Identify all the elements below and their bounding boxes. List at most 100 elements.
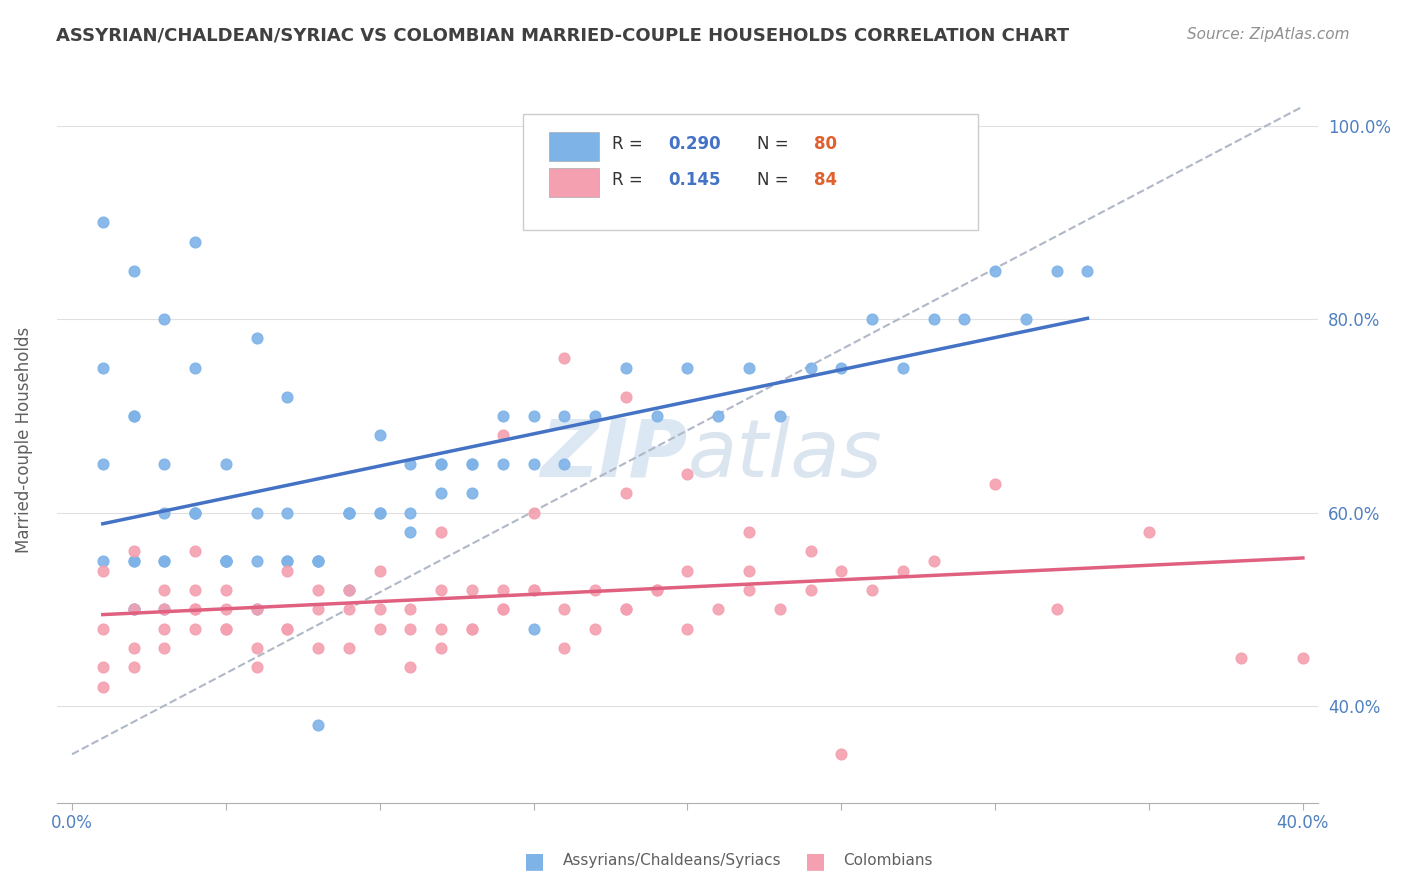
Point: [830, 747, 852, 762]
Point: [953, 312, 976, 326]
Point: [215, 554, 238, 568]
Point: [122, 602, 145, 616]
Point: [215, 457, 238, 471]
Point: [461, 486, 484, 500]
Point: [1015, 312, 1038, 326]
Point: [523, 409, 546, 423]
Text: N =: N =: [756, 171, 794, 189]
Point: [553, 457, 575, 471]
Point: [676, 622, 699, 636]
Point: [307, 554, 329, 568]
Point: [122, 602, 145, 616]
Point: [492, 428, 515, 442]
Point: [122, 264, 145, 278]
Point: [307, 718, 329, 732]
Point: [337, 506, 360, 520]
Point: [492, 457, 515, 471]
Point: [246, 554, 269, 568]
Text: N =: N =: [756, 136, 794, 153]
Point: [707, 602, 730, 616]
Point: [492, 602, 515, 616]
Point: [769, 602, 792, 616]
Point: [523, 582, 546, 597]
Point: [337, 506, 360, 520]
Point: [215, 602, 238, 616]
Point: [184, 506, 207, 520]
Point: [91, 564, 114, 578]
Text: ■: ■: [806, 851, 825, 871]
Text: 0.145: 0.145: [668, 171, 721, 189]
Text: Assyrians/Chaldeans/Syriacs: Assyrians/Chaldeans/Syriacs: [562, 854, 780, 868]
Point: [307, 640, 329, 655]
Point: [984, 264, 1007, 278]
Point: [738, 564, 761, 578]
Point: [122, 409, 145, 423]
Point: [184, 235, 207, 249]
Point: [676, 467, 699, 481]
Point: [860, 582, 883, 597]
Point: [215, 622, 238, 636]
Point: [276, 564, 298, 578]
Point: [769, 409, 792, 423]
Point: [553, 351, 575, 365]
Point: [583, 622, 606, 636]
Point: [153, 602, 176, 616]
Point: [337, 506, 360, 520]
Text: atlas: atlas: [688, 416, 882, 493]
Point: [430, 486, 453, 500]
Point: [153, 506, 176, 520]
Point: [583, 409, 606, 423]
Point: [184, 544, 207, 558]
Text: ASSYRIAN/CHALDEAN/SYRIAC VS COLOMBIAN MARRIED-COUPLE HOUSEHOLDS CORRELATION CHAR: ASSYRIAN/CHALDEAN/SYRIAC VS COLOMBIAN MA…: [56, 27, 1070, 45]
Point: [276, 390, 298, 404]
Point: [337, 602, 360, 616]
Y-axis label: Married-couple Households: Married-couple Households: [15, 326, 32, 553]
Point: [430, 457, 453, 471]
Point: [337, 582, 360, 597]
Point: [523, 457, 546, 471]
Point: [430, 622, 453, 636]
Point: [553, 602, 575, 616]
Point: [492, 409, 515, 423]
Point: [153, 582, 176, 597]
Point: [122, 554, 145, 568]
Point: [1076, 264, 1098, 278]
Point: [184, 622, 207, 636]
Point: [738, 360, 761, 375]
Point: [399, 506, 422, 520]
Point: [676, 360, 699, 375]
Point: [645, 582, 668, 597]
Point: [461, 622, 484, 636]
Point: [91, 215, 114, 229]
Point: [122, 409, 145, 423]
Point: [153, 640, 176, 655]
Point: [922, 554, 945, 568]
Point: [91, 360, 114, 375]
Point: [368, 602, 391, 616]
Point: [276, 554, 298, 568]
Point: [215, 554, 238, 568]
Point: [738, 524, 761, 539]
Text: R =: R =: [612, 136, 648, 153]
Point: [246, 602, 269, 616]
Point: [1046, 264, 1069, 278]
Point: [553, 640, 575, 655]
Point: [430, 640, 453, 655]
Point: [276, 622, 298, 636]
Point: [153, 602, 176, 616]
Point: [215, 622, 238, 636]
Point: [492, 602, 515, 616]
Point: [614, 602, 637, 616]
Point: [215, 554, 238, 568]
Point: [614, 360, 637, 375]
Point: [153, 457, 176, 471]
Point: [215, 554, 238, 568]
Point: [399, 660, 422, 674]
Text: 84: 84: [814, 171, 837, 189]
Point: [1046, 602, 1069, 616]
Point: [91, 622, 114, 636]
Point: [830, 564, 852, 578]
Point: [922, 312, 945, 326]
Point: [184, 360, 207, 375]
Point: [276, 506, 298, 520]
